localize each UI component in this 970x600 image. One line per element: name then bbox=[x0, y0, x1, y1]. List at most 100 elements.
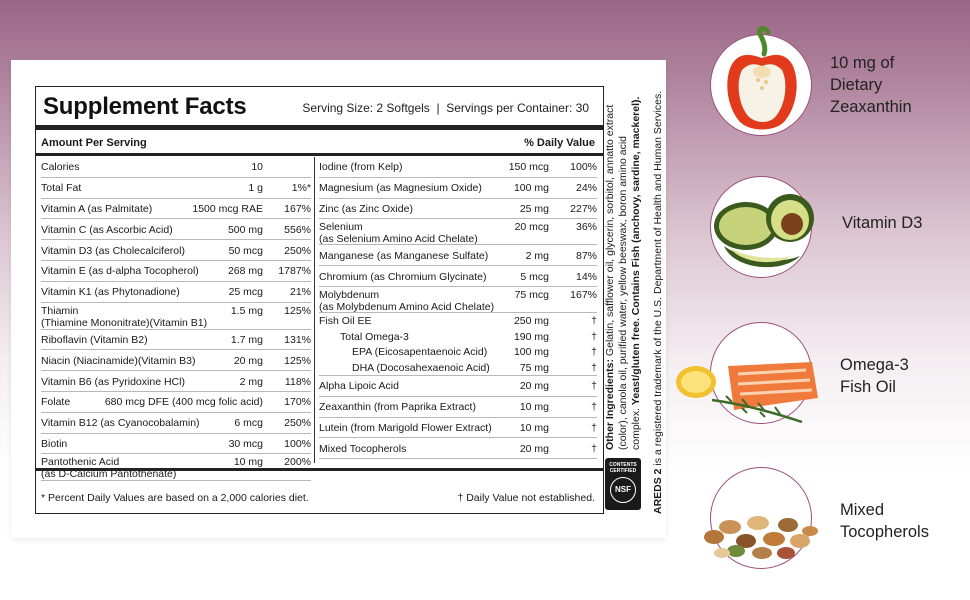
nutrient-amount: 1500 mcg RAE bbox=[192, 202, 263, 215]
nutrient-daily-value: 170% bbox=[284, 396, 311, 409]
nutrient-row: Vitamin A (as Palmitate) 1500 mcg RAE 167% bbox=[41, 199, 311, 220]
nutrient-row: Riboflavin (Vitamin B2) 1.7 mg 131% bbox=[41, 330, 311, 351]
nutrient-amount: 268 mg bbox=[227, 265, 263, 278]
feature-label: 10 mg of Dietary Zeaxanthin bbox=[830, 54, 912, 116]
feature-label: Mixed Tocopherols bbox=[840, 501, 929, 541]
nutrient-row: Vitamin B12 (as Cyanocobalamin) 6 mcg 250% bbox=[41, 413, 311, 434]
nutrient-name: Total Fat bbox=[41, 182, 81, 194]
nutrient-name-line-2: (as Molybdenum Amino Acid Chelate) bbox=[319, 301, 495, 313]
nutrient-row: Fish Oil EE 250 mg † bbox=[319, 313, 597, 329]
nutrient-name: Manganese (as Manganese Sulfate) bbox=[319, 250, 488, 262]
nutrient-name-line-1: Riboflavin (Vitamin B2) bbox=[41, 333, 148, 346]
nutrient-name: EPA (Eicosapentaenoic Acid) bbox=[319, 346, 487, 358]
trademark-text: is a registered trademark of the U.S. De… bbox=[652, 90, 664, 466]
nutrient-name-line-1: Vitamin C (as Ascorbic Acid) bbox=[41, 223, 173, 236]
nutrient-name-line-1: Biotin bbox=[41, 437, 68, 450]
nutrient-name-line-1: Vitamin D3 (as Cholecalciferol) bbox=[41, 244, 185, 257]
nutrient-amount: 680 mcg DFE (400 mcg folic acid) bbox=[104, 396, 263, 409]
nutrient-name-line-1: Manganese (as Manganese Sulfate) bbox=[319, 249, 489, 262]
nutrient-name-line-1: Chromium (as Chromium Glycinate) bbox=[319, 270, 487, 283]
trademark-notice: AREDS 2 is a registered trademark of the… bbox=[652, 88, 667, 514]
supplement-facts-panel: Supplement Facts Serving Size: 2 Softgel… bbox=[35, 86, 604, 514]
nutrient-daily-value: 167% bbox=[570, 289, 597, 301]
nutrient-daily-value: † bbox=[591, 421, 597, 434]
nutrient-name-line-1: Total Fat bbox=[41, 182, 82, 195]
nsf-mark: NSF bbox=[610, 477, 636, 503]
nutrient-name: Iodine (from Kelp) bbox=[319, 161, 402, 173]
nutrient-amount: 20 mcg bbox=[514, 221, 549, 234]
nutrient-row: Biotin 30 mcg 100% bbox=[41, 434, 311, 455]
nutrient-daily-value: † bbox=[591, 442, 597, 455]
nutrient-daily-value: 250% bbox=[284, 244, 311, 257]
nutrient-name-line-1: Vitamin B12 (as Cyanocobalamin) bbox=[41, 417, 200, 430]
nutrient-name: Lutein (from Marigold Flower Extract) bbox=[319, 422, 492, 434]
nutrient-amount: 25 mcg bbox=[228, 286, 263, 299]
nutrient-row: Vitamin B6 (as Pyridoxine HCl) 2 mg 118% bbox=[41, 371, 311, 392]
panel-title: Supplement Facts bbox=[43, 93, 247, 120]
nutrient-daily-value: 118% bbox=[284, 375, 311, 388]
nutrient-name-line-2: (as D-Calcium Pantothenate) bbox=[41, 468, 177, 481]
nsf-line-1: CONTENTS bbox=[609, 462, 637, 468]
nutrient-daily-value: 125% bbox=[284, 354, 311, 367]
feature-label: Omega-3 Fish Oil bbox=[840, 356, 909, 396]
nutrient-row: Thiamin (Thiamine Mononitrate)(Vitamin B1… bbox=[41, 303, 311, 330]
nutrient-name: Alpha Lipoic Acid bbox=[319, 380, 399, 392]
nutrient-row: Calories 10 bbox=[41, 157, 311, 178]
nutrient-row: Alpha Lipoic Acid 20 mg † bbox=[319, 376, 597, 397]
nutrient-name: Total Omega-3 bbox=[319, 331, 409, 343]
nutrient-daily-value: 167% bbox=[284, 202, 311, 215]
nutrient-name-line-1: Thiamin bbox=[41, 304, 79, 317]
nutrient-row: Magnesium (as Magnesium Oxide) 100 mg 24% bbox=[319, 178, 597, 199]
nutrient-row: Vitamin D3 (as Cholecalciferol) 50 mcg 250… bbox=[41, 240, 311, 261]
nutrient-name: Pantothenic Acid (as D-Calcium Pantothena… bbox=[41, 456, 176, 480]
nutrient-daily-value: 1%* bbox=[291, 182, 311, 195]
nutrient-row: Manganese (as Manganese Sulfate) 2 mg 87% bbox=[319, 245, 597, 267]
nutrient-daily-value: 1787% bbox=[278, 265, 311, 278]
nutrient-name: Chromium (as Chromium Glycinate) bbox=[319, 271, 486, 283]
nutrient-daily-value: 100% bbox=[570, 161, 597, 174]
nutrient-name-line-1: Zeaxanthin (from Paprika Extract) bbox=[319, 401, 476, 414]
nutrient-name-line-1: Niacin (Niacinamide)(Vitamin B3) bbox=[41, 354, 196, 367]
nuts-icon bbox=[704, 516, 818, 559]
nutrient-name-line-1: Calories bbox=[41, 161, 80, 174]
nutrient-amount: 75 mcg bbox=[514, 289, 549, 301]
nutrient-row: Selenium (as Selenium Amino Acid Chelate)… bbox=[319, 219, 597, 246]
nsf-certified-badge: CONTENTS CERTIFIED NSF bbox=[605, 458, 641, 510]
nutrient-daily-value: 131% bbox=[284, 333, 311, 346]
nutrient-amount: 1.7 mg bbox=[230, 333, 263, 346]
ingredients-line-3: complex. bbox=[630, 405, 642, 450]
nutrient-name-line-1: Selenium bbox=[319, 221, 363, 234]
nutrient-amount: 6 mcg bbox=[234, 417, 263, 430]
nutrient-daily-value: 14% bbox=[575, 270, 597, 283]
serving-info: Serving Size: 2 Softgels | Servings per … bbox=[302, 101, 589, 115]
nutrient-name: DHA (Docosahexaenoic Acid) bbox=[319, 362, 490, 374]
nutrient-amount: 190 mg bbox=[513, 330, 549, 343]
amount-per-serving-header: Amount Per Serving bbox=[41, 137, 147, 149]
nutrient-name: Riboflavin (Vitamin B2) bbox=[41, 334, 148, 346]
trademark-brand: AREDS 2 bbox=[652, 468, 664, 514]
nutrient-name: Thiamin (Thiamine Mononitrate)(Vitamin B1… bbox=[41, 305, 207, 329]
nutrient-name-line-1: Total Omega-3 bbox=[340, 330, 409, 343]
nutrient-amount: 150 mcg bbox=[508, 161, 549, 174]
nutrient-daily-value: 125% bbox=[284, 304, 311, 317]
nutrient-name-line-1: Fish Oil EE bbox=[319, 315, 372, 327]
nutrient-name-line-1: Vitamin K1 (as Phytonadione) bbox=[41, 286, 180, 299]
nutrient-amount: 10 bbox=[251, 161, 263, 174]
nutrient-row: Folate 680 mcg DFE (400 mcg folic acid) 17… bbox=[41, 392, 311, 413]
nutrient-amount: 20 mg bbox=[519, 380, 549, 393]
footnote-dagger: † Daily Value not established. bbox=[457, 492, 595, 504]
daily-value-header: % Daily Value bbox=[524, 137, 595, 149]
nutrient-amount: 1.5 mg bbox=[230, 304, 263, 317]
nutrient-name-line-1: Vitamin E (as d-alpha Tocopherol) bbox=[41, 265, 199, 278]
allergen-statement: Yeast/gluten free. Contains Fish (anchov… bbox=[630, 96, 642, 406]
nutrient-name-line-2: (as Selenium Amino Acid Chelate) bbox=[319, 233, 478, 246]
nutrient-name-line-1: Folate bbox=[41, 396, 71, 409]
nutrient-amount: 10 mg bbox=[519, 421, 549, 434]
nutrient-row: Vitamin C (as Ascorbic Acid) 500 mg 556% bbox=[41, 219, 311, 241]
nutrient-row: Zinc (as Zinc Oxide) 25 mg 227% bbox=[319, 199, 597, 220]
nutrient-amount: 30 mcg bbox=[228, 437, 263, 450]
nutrient-row: Niacin (Niacinamide)(Vitamin B3) 20 mg 125… bbox=[41, 350, 311, 372]
nutrient-amount: 20 mg bbox=[233, 354, 263, 367]
nutrient-row: Chromium (as Chromium Glycinate) 5 mcg 14% bbox=[319, 266, 597, 287]
nutrient-name: Zinc (as Zinc Oxide) bbox=[319, 203, 413, 215]
